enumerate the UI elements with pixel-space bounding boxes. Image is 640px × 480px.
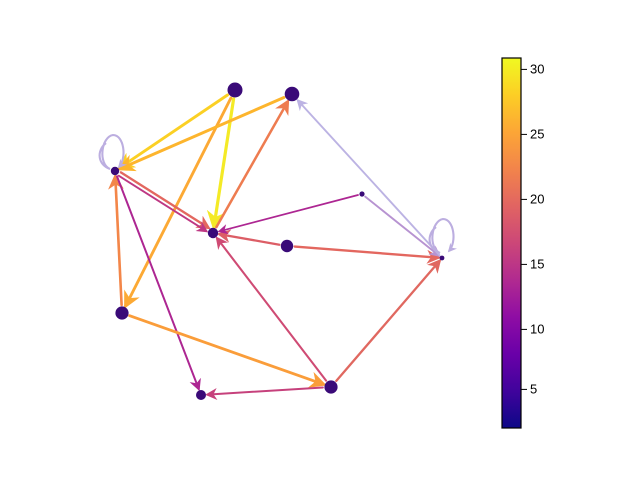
svg-text:5: 5: [530, 382, 537, 397]
svg-text:20: 20: [530, 192, 544, 207]
svg-text:30: 30: [530, 62, 544, 77]
svg-text:15: 15: [530, 257, 544, 272]
svg-text:10: 10: [530, 322, 544, 337]
svg-text:25: 25: [530, 127, 544, 142]
